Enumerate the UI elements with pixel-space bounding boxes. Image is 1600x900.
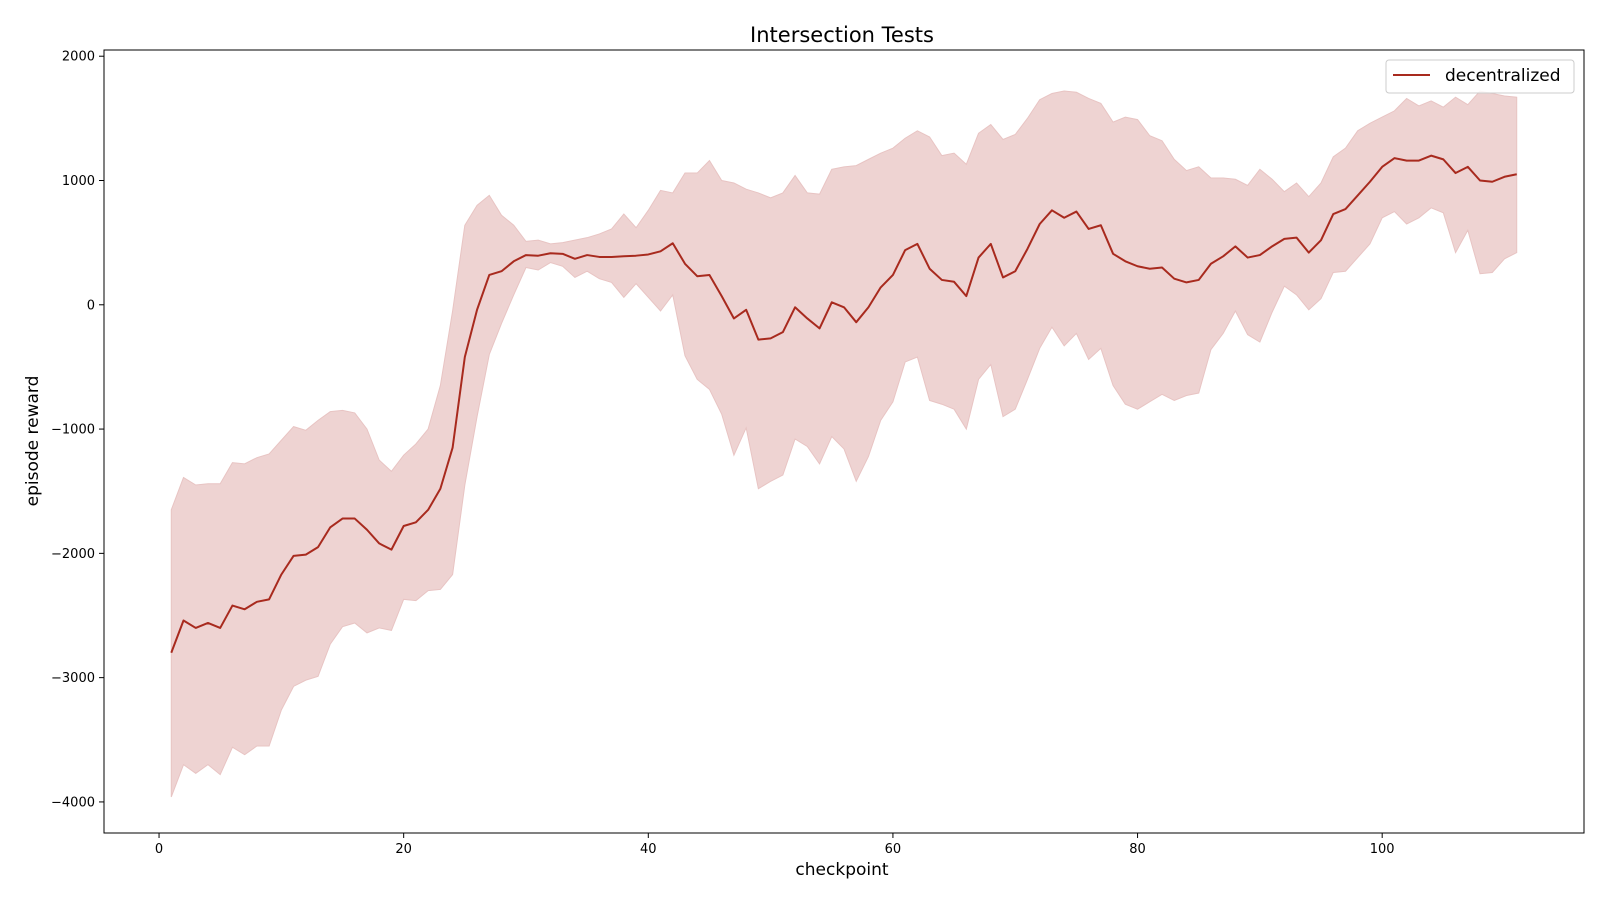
x-axis-label: checkpoint <box>795 860 888 880</box>
y-axis-label: episode reward <box>23 376 43 507</box>
x-tick-label: 20 <box>395 842 412 857</box>
legend: decentralized <box>1385 59 1575 94</box>
x-tick-label: 60 <box>885 842 902 857</box>
x-tick-label: 40 <box>640 842 657 857</box>
y-tick-label: 2000 <box>62 50 95 65</box>
legend-box <box>1385 59 1575 94</box>
y-axis: −4000 −3000 −2000 −1000 0 1000 2000 <box>51 50 104 810</box>
x-axis: 0 20 40 60 80 100 <box>155 833 1395 857</box>
confidence-band-layer <box>170 90 1518 798</box>
y-tick-label: −2000 <box>51 547 95 562</box>
y-tick-label: −3000 <box>51 671 95 686</box>
series-line-decentralized <box>170 154 1517 654</box>
y-tick-label: −4000 <box>51 795 95 810</box>
y-tick-label: −1000 <box>51 423 95 438</box>
x-tick-label: 100 <box>1370 842 1395 857</box>
chart-title: Intersection Tests <box>750 23 934 47</box>
confidence-band <box>170 90 1518 798</box>
x-tick-label: 0 <box>155 842 163 857</box>
y-tick-label: 1000 <box>62 174 95 189</box>
x-tick-label: 80 <box>1129 842 1146 857</box>
series-line-layer <box>170 154 1517 654</box>
legend-label: decentralized <box>1445 66 1561 86</box>
plot-frame <box>103 49 1585 834</box>
y-tick-label: 0 <box>87 298 95 313</box>
